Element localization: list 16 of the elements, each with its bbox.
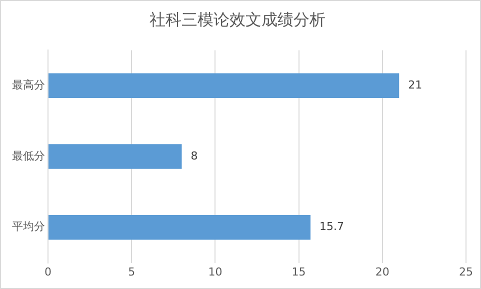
- x-tick-label: 5: [128, 265, 136, 278]
- chart-title: 社科三模论效文成绩分析: [150, 10, 326, 29]
- data-label: 15.7: [320, 220, 344, 234]
- x-tick-label: 15: [292, 265, 306, 278]
- y-tick-label: 最高分: [12, 78, 45, 92]
- x-tick-label: 25: [459, 265, 473, 278]
- bar: [48, 214, 311, 240]
- bar: [48, 73, 400, 98]
- data-label: 8: [190, 149, 198, 162]
- y-tick-label: 平均分: [12, 220, 45, 234]
- y-tick-label: 最低分: [12, 149, 45, 162]
- x-tick-label: 0: [44, 265, 52, 278]
- x-tick-label: 20: [375, 265, 390, 278]
- data-label: 21: [408, 78, 422, 92]
- x-tick-label: 10: [208, 265, 222, 278]
- bar: [48, 144, 182, 169]
